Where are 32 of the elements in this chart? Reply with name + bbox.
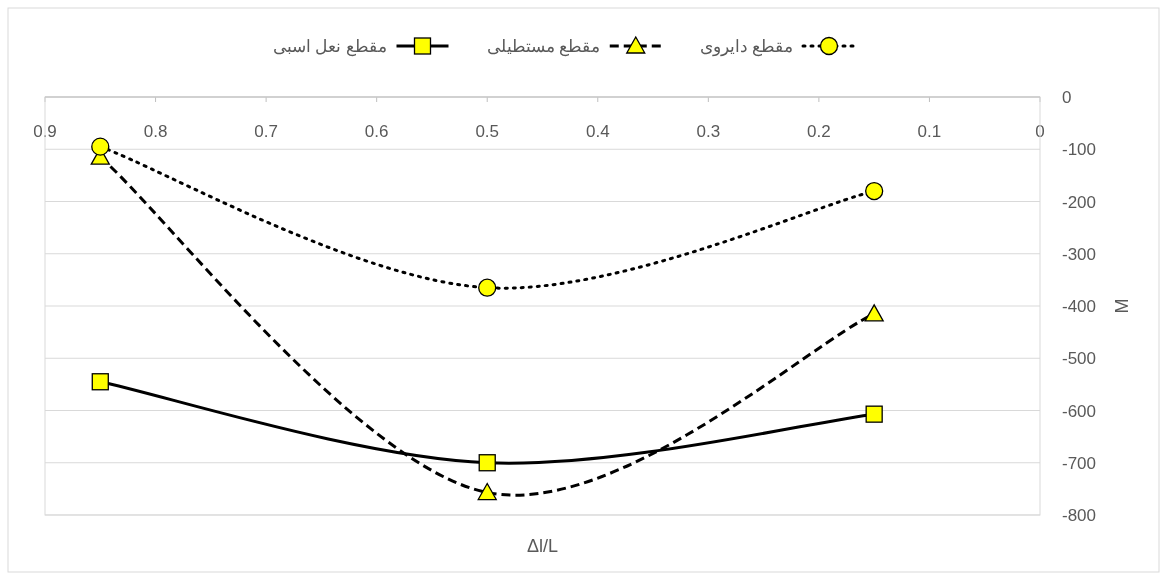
x-tick-label: 0.1: [917, 122, 942, 141]
y-tick-label: -300: [1062, 244, 1097, 264]
point: [865, 181, 884, 201]
point: [864, 304, 884, 322]
x-tick-label: 0.8: [143, 122, 168, 141]
y-tick-label: -100: [1062, 140, 1097, 160]
y-tick-label: -400: [1062, 297, 1097, 316]
y-tick-label: -500: [1062, 349, 1097, 369]
point: [91, 373, 109, 391]
y-tick-label: -200: [1062, 192, 1097, 212]
point: [478, 454, 496, 472]
y-tick-label: -600: [1062, 401, 1097, 421]
point: [478, 278, 497, 297]
point: [865, 405, 883, 423]
x-axis-title: Δl/L: [526, 536, 559, 556]
y-tick-label: -800: [1062, 506, 1097, 525]
x-tick-label: 0.3: [696, 122, 721, 141]
x-tick-label: 0.4: [585, 122, 610, 141]
x-tick-label: 0.2: [807, 122, 831, 141]
y-axis-title: M: [1112, 298, 1132, 314]
point: [477, 482, 497, 501]
x-tick-label: 0.7: [254, 122, 278, 141]
x-tick-label: 0: [1035, 122, 1045, 141]
point: [91, 137, 110, 156]
legend-label: مقطع نعل اسبی: [273, 37, 387, 57]
legend-label: مقطع مستطیلی: [486, 37, 600, 57]
x-tick-label: 0.5: [475, 122, 500, 141]
x-tick-label: 0.9: [33, 122, 57, 141]
y-tick-label: -700: [1062, 453, 1097, 473]
y-tick-label: 0: [1062, 88, 1072, 107]
x-tick-label: 0.6: [364, 122, 389, 141]
legend-label: مقطع دایروی: [699, 37, 793, 57]
